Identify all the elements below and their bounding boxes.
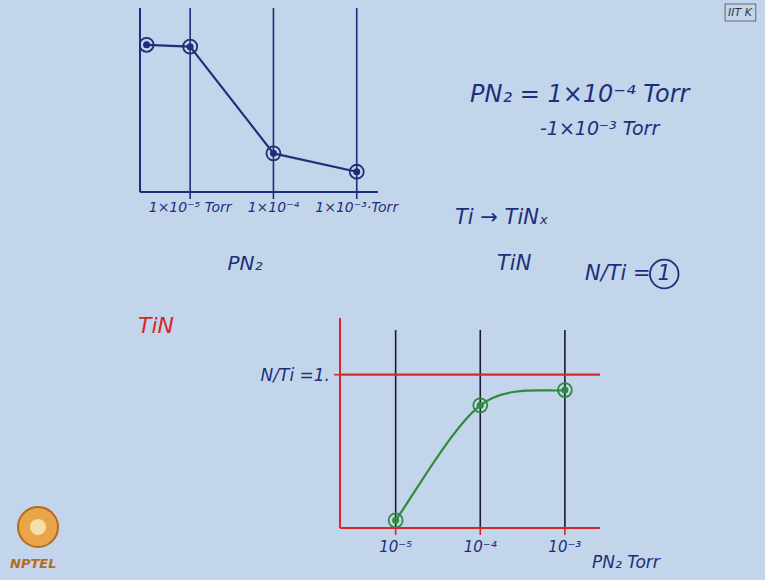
annotation: -1×10⁻³ Torr bbox=[540, 117, 660, 139]
marker-ring bbox=[183, 40, 197, 54]
marker bbox=[558, 383, 572, 397]
marker-dot bbox=[187, 43, 194, 50]
grid-line bbox=[564, 330, 566, 528]
x-tick-label: 1×10⁻³·Torr bbox=[315, 199, 399, 215]
marker-ring bbox=[389, 513, 403, 527]
y-axis bbox=[139, 8, 141, 192]
x-axis bbox=[340, 527, 600, 529]
x-tick bbox=[356, 192, 358, 199]
circle-mark bbox=[650, 260, 679, 289]
x-tick-label: 10⁻⁵ bbox=[379, 538, 412, 556]
x-tick-label: 10⁻⁴ bbox=[464, 538, 497, 556]
chart: 1×10⁻⁵ Torr 1×10⁻⁴ 1×10⁻³·Torr bbox=[140, 8, 399, 215]
annotation: TiN bbox=[497, 251, 532, 275]
marker bbox=[389, 513, 403, 527]
marker-dot bbox=[561, 387, 568, 394]
y-tick-label: N/Ti =1. bbox=[261, 365, 330, 385]
plot-area bbox=[340, 375, 600, 528]
logo-center bbox=[30, 519, 46, 535]
marker bbox=[140, 38, 154, 52]
y-tick bbox=[334, 374, 340, 376]
x-tick bbox=[273, 192, 275, 199]
x-tick bbox=[395, 528, 397, 535]
paper bbox=[0, 0, 765, 580]
marker-dot bbox=[392, 517, 399, 524]
grid-line bbox=[479, 330, 481, 528]
marker-ring bbox=[350, 165, 364, 179]
x-tick-label: 1×10⁻⁴ bbox=[248, 199, 300, 215]
marker-dot bbox=[353, 168, 360, 175]
chart: 10⁻⁵ 10⁻⁴ 10⁻³ N/Ti =1. bbox=[261, 318, 600, 556]
annotation: Ti → TiNₓ bbox=[455, 205, 548, 229]
marker-ring bbox=[473, 398, 487, 412]
page: 1×10⁻⁵ Torr1×10⁻⁴1×10⁻³·TorrPN₂10⁻⁵10⁻⁴1… bbox=[0, 0, 765, 580]
marker-dot bbox=[143, 41, 150, 48]
y-axis bbox=[339, 318, 341, 528]
x-tick bbox=[564, 528, 566, 535]
marker-dot bbox=[477, 402, 484, 409]
x-tick-label: 1×10⁻⁵ Torr bbox=[149, 199, 233, 215]
logo-badge bbox=[18, 507, 58, 547]
marker bbox=[350, 165, 364, 179]
annotation: PN₂ = 1×10⁻⁴ Torr bbox=[470, 80, 691, 108]
grid-line bbox=[395, 330, 397, 528]
annotation: N/Ti = 1 bbox=[585, 261, 671, 285]
annotation: TiN bbox=[138, 313, 174, 338]
x-axis-title: PN₂ bbox=[227, 251, 262, 275]
grid-line bbox=[189, 8, 191, 192]
corner-mark: IIT K bbox=[728, 6, 753, 19]
x-tick bbox=[479, 528, 481, 535]
x-axis bbox=[140, 191, 378, 193]
marker-dot bbox=[270, 150, 277, 157]
marker bbox=[183, 40, 197, 54]
data-line bbox=[396, 390, 565, 520]
marker-ring bbox=[558, 383, 572, 397]
corner-box bbox=[725, 4, 756, 21]
data-line bbox=[147, 45, 357, 172]
reference-line bbox=[340, 374, 600, 376]
plot-area bbox=[140, 38, 364, 179]
x-tick bbox=[189, 192, 191, 199]
marker-ring bbox=[266, 146, 280, 160]
x-axis-title: PN₂ Torr bbox=[592, 552, 661, 572]
grid-line bbox=[273, 8, 275, 192]
marker bbox=[266, 146, 280, 160]
logo: NPTEL bbox=[10, 507, 58, 571]
x-tick-label: 10⁻³ bbox=[548, 538, 581, 556]
logo-text: NPTEL bbox=[10, 556, 56, 571]
marker-ring bbox=[140, 38, 154, 52]
marker bbox=[473, 398, 487, 412]
